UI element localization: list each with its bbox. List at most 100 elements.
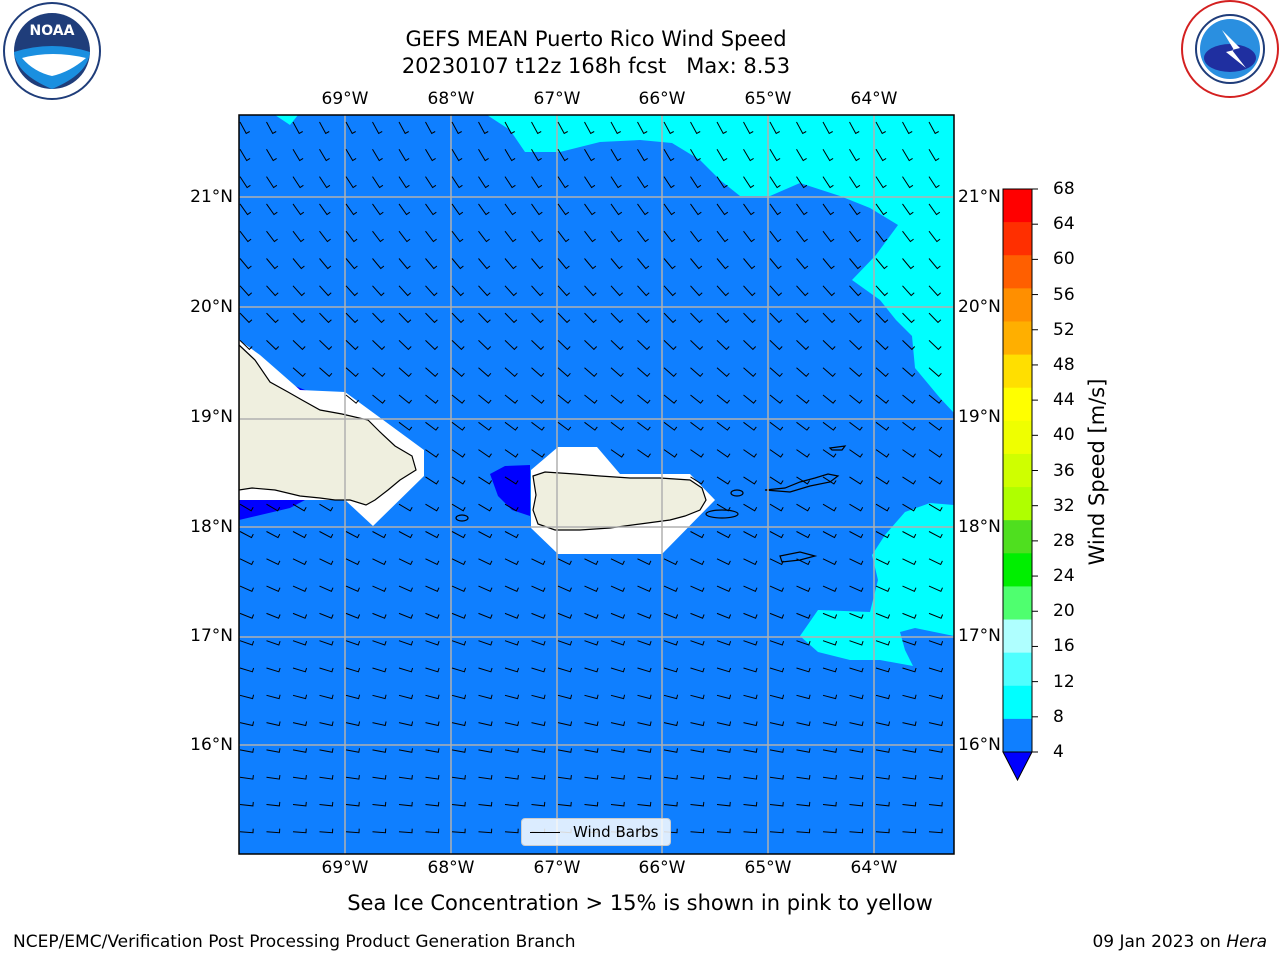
wind-barb: [796, 367, 810, 378]
wind-barb: [928, 721, 944, 727]
wind-barb: [319, 748, 334, 753]
wind-barb: [902, 585, 917, 592]
wind-barb: [663, 748, 678, 753]
wind-barb: [610, 667, 626, 673]
wind-barb: [504, 721, 520, 727]
wind-barb: [849, 612, 864, 619]
wind-barb: [769, 121, 780, 135]
wind-barb: [292, 203, 305, 216]
wind-barb: [504, 775, 519, 780]
wind-barb: [451, 801, 466, 807]
wind-barb: [451, 612, 467, 619]
wind-barb: [849, 449, 863, 458]
sea-ice-note: Sea Ice Concentration > 15% is shown in …: [347, 891, 933, 915]
wind-barb: [531, 694, 546, 700]
wind-barb: [796, 585, 811, 592]
wind-barb: [425, 203, 437, 216]
wind-barb: [663, 612, 679, 619]
wind-barb: [928, 828, 943, 834]
wind-barb: [743, 285, 756, 297]
lat-label-right: 18°N: [958, 517, 1002, 537]
wind-barb: [398, 503, 413, 512]
wind-barb: [345, 312, 359, 324]
wind-barb: [531, 149, 542, 162]
wind-barb: [239, 149, 251, 162]
wind-barb: [398, 367, 412, 378]
wind-barb: [743, 340, 757, 351]
colorbar-segment: [1003, 255, 1032, 289]
map-plot: [239, 115, 954, 854]
wind-barb: [637, 640, 652, 646]
wind-barb: [637, 312, 650, 324]
wind-barb: [849, 721, 864, 727]
wind-barb: [875, 449, 890, 458]
wind-barb: [584, 748, 599, 753]
producer-credit: NCEP/EMC/Verification Post Processing Pr…: [13, 932, 576, 952]
wind-barb: [266, 828, 281, 834]
wind-barb: [875, 476, 890, 485]
wind-barb: [796, 203, 808, 216]
wind-barb: [928, 312, 942, 324]
wind-barb: [928, 558, 943, 566]
wind-barb: [902, 748, 917, 753]
wind-barb: [610, 149, 622, 162]
wind-barb: [769, 558, 784, 566]
wind-barb: [716, 801, 731, 807]
wind-barb: [292, 176, 304, 189]
wind-barb: [875, 558, 890, 566]
wind-barb: [239, 558, 254, 566]
wind-barb: [928, 640, 944, 646]
wind-barb: [557, 312, 571, 324]
wind-barb: [822, 394, 836, 404]
wind-barb: [796, 612, 811, 619]
wind-barb: [637, 121, 648, 135]
wind-barb: [743, 640, 758, 646]
wind-barb: [769, 585, 784, 592]
wind-barb: [425, 748, 440, 753]
wind-barb: [292, 340, 306, 351]
wind-barb: [796, 531, 811, 539]
legend-label: Wind Barbs: [573, 823, 659, 841]
wind-barb: [849, 394, 863, 404]
wind-barb: [743, 801, 758, 807]
wind-barb: [690, 367, 704, 378]
wind-barb: [451, 828, 466, 834]
wind-barb: [769, 394, 783, 404]
wind-barb: [769, 312, 783, 324]
wind-barb: [637, 449, 651, 458]
wind-barb: [875, 640, 891, 646]
wind-barb: [372, 585, 387, 592]
wind-barb: [319, 176, 331, 189]
wind-barb: [743, 612, 758, 619]
wind-barb: [690, 640, 705, 646]
wind-barb: [319, 367, 333, 378]
wind-barb: [637, 203, 649, 216]
lat-label-right: 21°N: [958, 187, 1002, 207]
colorbar-segment: [1003, 387, 1032, 422]
wind-barb: [690, 230, 702, 243]
wind-barb: [743, 230, 755, 243]
wind-barb: [425, 667, 440, 673]
wind-barb: [796, 121, 807, 135]
wind-barb: [690, 176, 702, 189]
colorbar-segment: [1003, 453, 1032, 488]
wind-barb: [796, 828, 811, 834]
wind-barb: [716, 585, 731, 592]
wind-barb: [425, 340, 439, 351]
wind-barb: [239, 801, 254, 807]
wind-barb: [398, 531, 413, 539]
wind-barb: [266, 340, 280, 351]
wind-barb: [716, 230, 729, 243]
lon-label-bottom: 67°W: [533, 858, 581, 878]
wind-barb: [875, 203, 888, 216]
wind-barb: [663, 285, 677, 297]
wind-barb: [849, 149, 860, 162]
wind-barb: [531, 312, 544, 324]
wind-barb: [743, 312, 756, 324]
wind-barb: [239, 230, 252, 243]
wind-barb: [345, 612, 361, 619]
wind-barb: [319, 612, 334, 619]
wind-barb: [663, 449, 678, 458]
wind-barb: [531, 721, 546, 727]
